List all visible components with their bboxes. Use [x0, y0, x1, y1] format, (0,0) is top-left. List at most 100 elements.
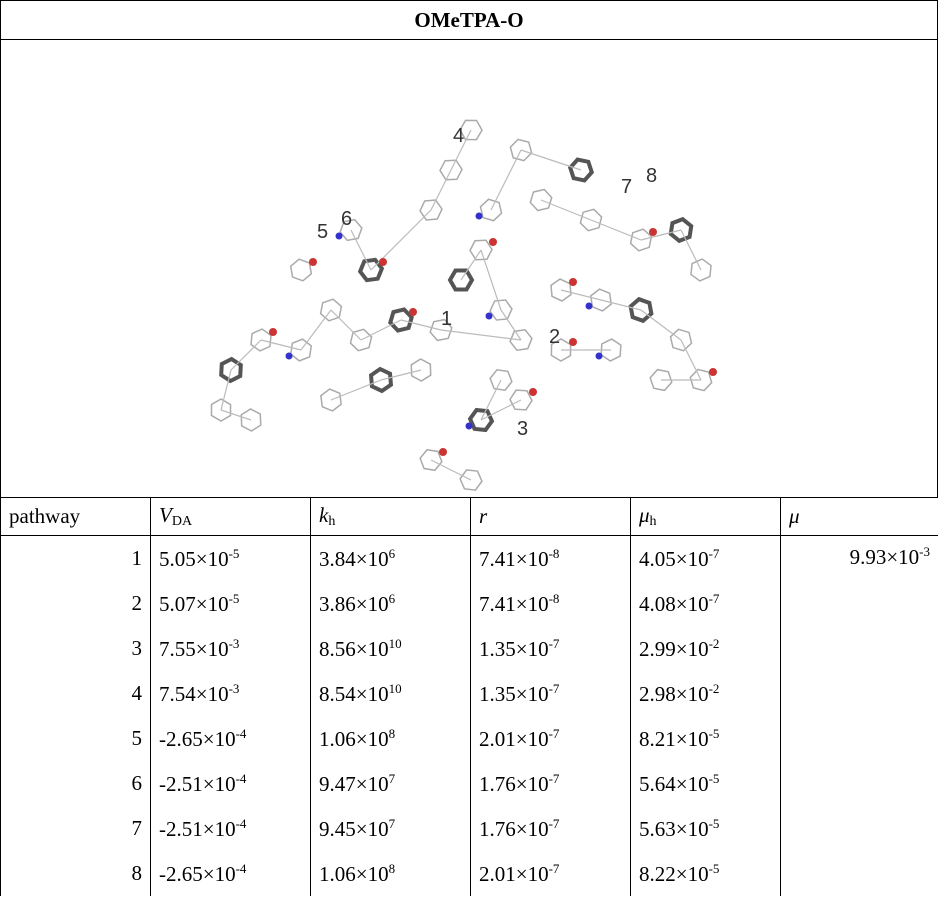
mantissa: 3.84×10	[319, 547, 389, 571]
subscript: h	[328, 514, 335, 529]
mantissa: 1.06×10	[319, 862, 389, 886]
atom	[269, 328, 277, 336]
exponent: -7	[549, 816, 560, 831]
exponent: -3	[229, 636, 240, 651]
pathway-label: 8	[646, 165, 657, 187]
pathway-number: 1	[132, 546, 143, 570]
bond	[351, 230, 371, 270]
exponent: 7	[389, 816, 396, 831]
cell: -2.51×10-4	[151, 761, 311, 806]
bond	[541, 200, 591, 220]
exponent: -5	[229, 591, 240, 606]
column-header: μh	[631, 498, 781, 536]
mantissa: 1.35×10	[479, 682, 549, 706]
exponent: -8	[549, 591, 560, 606]
bond	[491, 150, 521, 210]
pathway-label: 7	[621, 176, 632, 198]
cell: 9.47×107	[311, 761, 471, 806]
exponent: -7	[709, 546, 720, 561]
bond	[641, 310, 681, 340]
atom	[336, 233, 343, 240]
mantissa: 5.05×10	[159, 547, 229, 571]
cell: 3.84×106	[311, 536, 471, 582]
atom	[569, 338, 577, 346]
mantissa: 7.55×10	[159, 637, 229, 661]
cell: 1.06×108	[311, 716, 471, 761]
symbol: k	[319, 503, 328, 527]
cell: -2.65×10-4	[151, 716, 311, 761]
exponent: 7	[389, 771, 396, 786]
bond	[501, 310, 521, 340]
exponent: -5	[709, 861, 720, 876]
mantissa: 2.01×10	[479, 862, 549, 886]
cell: 4	[1, 671, 151, 716]
cell: 1	[1, 536, 151, 582]
subscript: h	[650, 514, 657, 529]
exponent: 8	[389, 726, 396, 741]
exponent: -7	[549, 771, 560, 786]
exponent: -2	[709, 636, 720, 651]
cell: -2.65×10-4	[151, 851, 311, 896]
exponent: 6	[389, 546, 396, 561]
exponent: -2	[709, 681, 720, 696]
bond	[481, 380, 501, 420]
mantissa: -2.51×10	[159, 772, 236, 796]
cell: 8	[1, 851, 151, 896]
exponent: -4	[236, 816, 247, 831]
pathway-number: 6	[132, 771, 143, 795]
symbol: μ	[789, 504, 800, 528]
cell: 2.99×10-2	[631, 626, 781, 671]
mantissa: 7.54×10	[159, 682, 229, 706]
title: OMeTPA-O	[0, 0, 938, 39]
mantissa: 9.45×10	[319, 817, 389, 841]
cell: 2.01×10-7	[471, 851, 631, 896]
cell: 6	[1, 761, 151, 806]
mantissa: 2.98×10	[639, 682, 709, 706]
mantissa: -2.65×10	[159, 727, 236, 751]
cell: 8.21×10-5	[631, 716, 781, 761]
pathway-number: 8	[132, 861, 143, 885]
pathway-label: 1	[441, 308, 452, 330]
mantissa: 9.93×10	[850, 545, 920, 569]
mantissa: 5.63×10	[639, 817, 709, 841]
exponent: -7	[709, 591, 720, 606]
page: OMeTPA-O 12345678 pathwayVDAkhrμhμ15.05×…	[0, 0, 938, 897]
mantissa: 2.99×10	[639, 637, 709, 661]
exponent: -5	[709, 816, 720, 831]
column-header: pathway	[1, 498, 151, 536]
bond	[521, 150, 581, 170]
subscript: DA	[172, 514, 192, 529]
cell: 1.06×108	[311, 851, 471, 896]
exponent: -7	[549, 636, 560, 651]
mantissa: 4.05×10	[639, 547, 709, 571]
atom	[486, 313, 493, 320]
column-header: kh	[311, 498, 471, 536]
mantissa: -2.65×10	[159, 862, 236, 886]
exponent: -4	[236, 726, 247, 741]
cell: 1.35×10-7	[471, 671, 631, 716]
exponent: -5	[229, 546, 240, 561]
data-table: pathwayVDAkhrμhμ15.05×10-53.84×1067.41×1…	[0, 497, 938, 896]
atom	[309, 258, 317, 266]
atom	[529, 388, 537, 396]
cell: 5.07×10-5	[151, 581, 311, 626]
pathway-label: 3	[517, 418, 528, 440]
bond	[561, 290, 601, 300]
exponent: -3	[919, 544, 930, 559]
atom	[439, 448, 447, 456]
exponent: 6	[389, 591, 396, 606]
column-header: μ	[781, 498, 938, 536]
atom	[709, 368, 717, 376]
mantissa: 4.08×10	[639, 592, 709, 616]
mantissa: 3.86×10	[319, 592, 389, 616]
mantissa: 5.64×10	[639, 772, 709, 796]
atom	[596, 353, 603, 360]
exponent: -5	[709, 726, 720, 741]
cell: 1.76×10-7	[471, 761, 631, 806]
cell: 7.41×10-8	[471, 536, 631, 582]
cell: 8.56×1010	[311, 626, 471, 671]
exponent: -5	[709, 771, 720, 786]
pathway-number: 4	[132, 681, 143, 705]
exponent: -7	[549, 861, 560, 876]
